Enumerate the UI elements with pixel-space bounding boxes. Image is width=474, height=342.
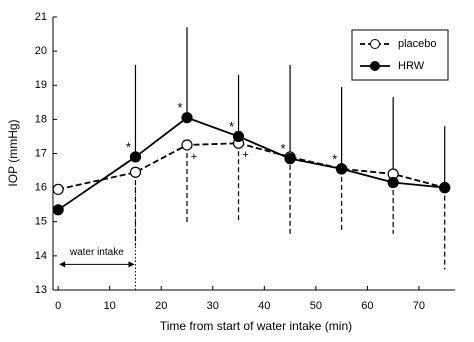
- legend-box: [351, 29, 449, 81]
- data-point: [181, 139, 193, 151]
- x-tick-label: 70: [413, 300, 425, 312]
- y-tick-label: 13: [35, 284, 47, 296]
- x-tick-label: 60: [361, 300, 373, 312]
- series-line: [57, 142, 445, 191]
- data-point: [181, 112, 193, 124]
- x-tick-label: 30: [207, 300, 219, 312]
- significance-mark: *: [229, 119, 234, 134]
- x-tick-label: 40: [258, 300, 270, 312]
- water-intake-label: water intake: [69, 247, 124, 258]
- data-point: [129, 151, 142, 163]
- x-tick-label: 20: [155, 300, 167, 312]
- legend-marker: [370, 61, 380, 71]
- y-tick-label: 17: [35, 147, 47, 159]
- x-tick-label: 0: [55, 300, 61, 312]
- y-tick-label: 18: [35, 113, 47, 125]
- y-tick-label: 14: [35, 250, 47, 262]
- data-point: [232, 130, 245, 143]
- y-tick-label: 20: [35, 45, 47, 57]
- x-tick-label: 50: [310, 300, 322, 312]
- data-point: [52, 204, 64, 216]
- data-point: [284, 153, 296, 165]
- significance-mark: *: [126, 139, 131, 154]
- x-axis-label: Time from start of water intake (min): [160, 319, 352, 333]
- data-point: [439, 182, 451, 194]
- y-tick-label: 15: [35, 216, 47, 228]
- significance-mark: *: [177, 100, 182, 115]
- y-tick-label: 21: [35, 11, 47, 23]
- y-tick-label: 19: [35, 79, 47, 91]
- significance-mark: +: [191, 151, 197, 163]
- data-point: [129, 166, 142, 178]
- legend-label: HRW: [398, 60, 425, 72]
- y-axis-label: IOP (mmHg): [6, 119, 20, 186]
- x-tick-label: 10: [104, 300, 116, 312]
- significance-mark: *: [281, 141, 286, 156]
- significance-mark: +: [242, 149, 248, 161]
- legend-marker: [370, 39, 380, 49]
- legend-label: placebo: [398, 38, 437, 50]
- y-tick-label: 16: [35, 182, 47, 194]
- significance-mark: *: [332, 151, 337, 166]
- data-point: [387, 176, 399, 189]
- data-point: [52, 183, 64, 195]
- data-point: [336, 163, 348, 175]
- series-line: [57, 116, 445, 211]
